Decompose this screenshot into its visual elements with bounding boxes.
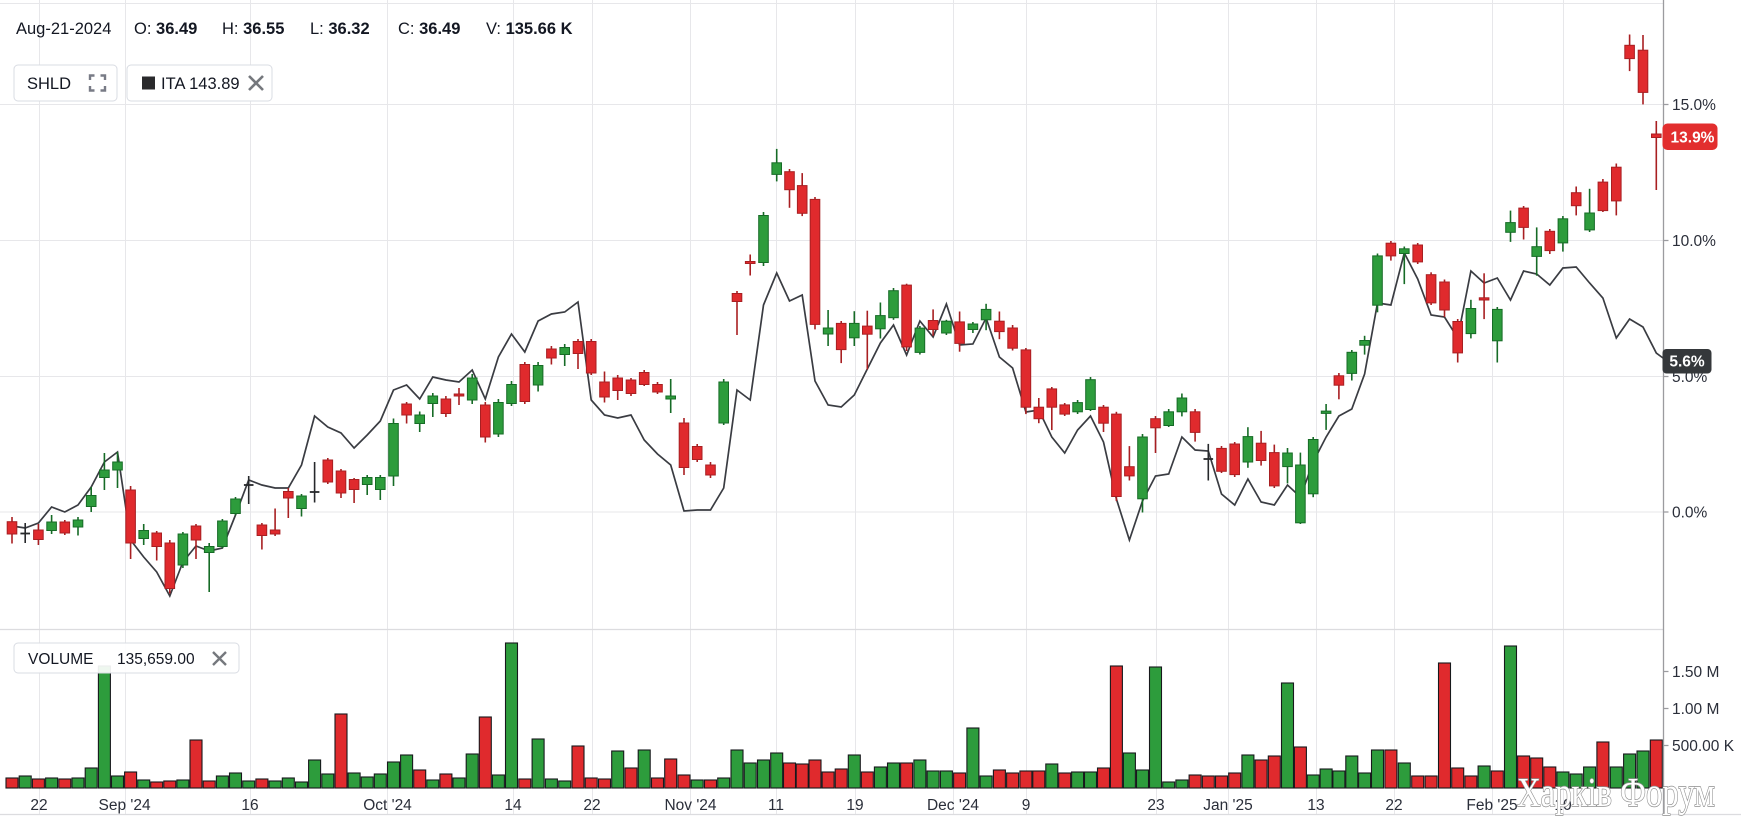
svg-text:Aug-21-2024: Aug-21-2024 xyxy=(16,20,111,38)
svg-text:Dec '24: Dec '24 xyxy=(927,797,979,814)
svg-text:Oct '24: Oct '24 xyxy=(363,797,412,814)
svg-text:13.9%: 13.9% xyxy=(1671,130,1715,147)
svg-text:L: 36.32: L: 36.32 xyxy=(310,20,370,38)
svg-text:19: 19 xyxy=(846,797,863,814)
svg-text:C: 36.49: C: 36.49 xyxy=(398,20,460,38)
svg-text:0.0%: 0.0% xyxy=(1672,505,1708,522)
svg-text:15.0%: 15.0% xyxy=(1672,97,1716,114)
svg-text:9: 9 xyxy=(1022,797,1031,814)
svg-text:1.50 M: 1.50 M xyxy=(1672,664,1719,681)
svg-text:10.0%: 10.0% xyxy=(1672,233,1716,250)
svg-text:22: 22 xyxy=(583,797,600,814)
svg-text:V: 135.66 K: V: 135.66 K xyxy=(486,20,573,38)
svg-text:22: 22 xyxy=(1385,797,1402,814)
svg-text:ITA 143.89: ITA 143.89 xyxy=(161,75,240,93)
svg-text:13: 13 xyxy=(1307,797,1324,814)
svg-text:5.6%: 5.6% xyxy=(1669,354,1705,371)
svg-text:Sep '24: Sep '24 xyxy=(99,797,151,814)
svg-text:11: 11 xyxy=(768,797,784,814)
svg-text:10: 10 xyxy=(1554,797,1572,814)
svg-text:500.00 K: 500.00 K xyxy=(1672,738,1735,755)
svg-text:22: 22 xyxy=(30,797,47,814)
svg-text:14: 14 xyxy=(504,797,522,814)
svg-text:23: 23 xyxy=(1147,797,1164,814)
svg-text:16: 16 xyxy=(241,797,258,814)
svg-text:Харків Форум: Харків Форум xyxy=(1517,769,1715,815)
svg-text:H: 36.55: H: 36.55 xyxy=(222,20,284,38)
svg-text:SHLD: SHLD xyxy=(27,75,71,93)
svg-text:Nov '24: Nov '24 xyxy=(664,797,716,814)
svg-text:135,659.00: 135,659.00 xyxy=(117,651,195,668)
svg-text:1.00 M: 1.00 M xyxy=(1672,701,1719,718)
svg-text:Feb '25: Feb '25 xyxy=(1466,797,1517,814)
svg-text:O: 36.49: O: 36.49 xyxy=(134,20,197,38)
svg-text:VOLUME: VOLUME xyxy=(28,651,93,668)
svg-text:Jan '25: Jan '25 xyxy=(1203,797,1253,814)
